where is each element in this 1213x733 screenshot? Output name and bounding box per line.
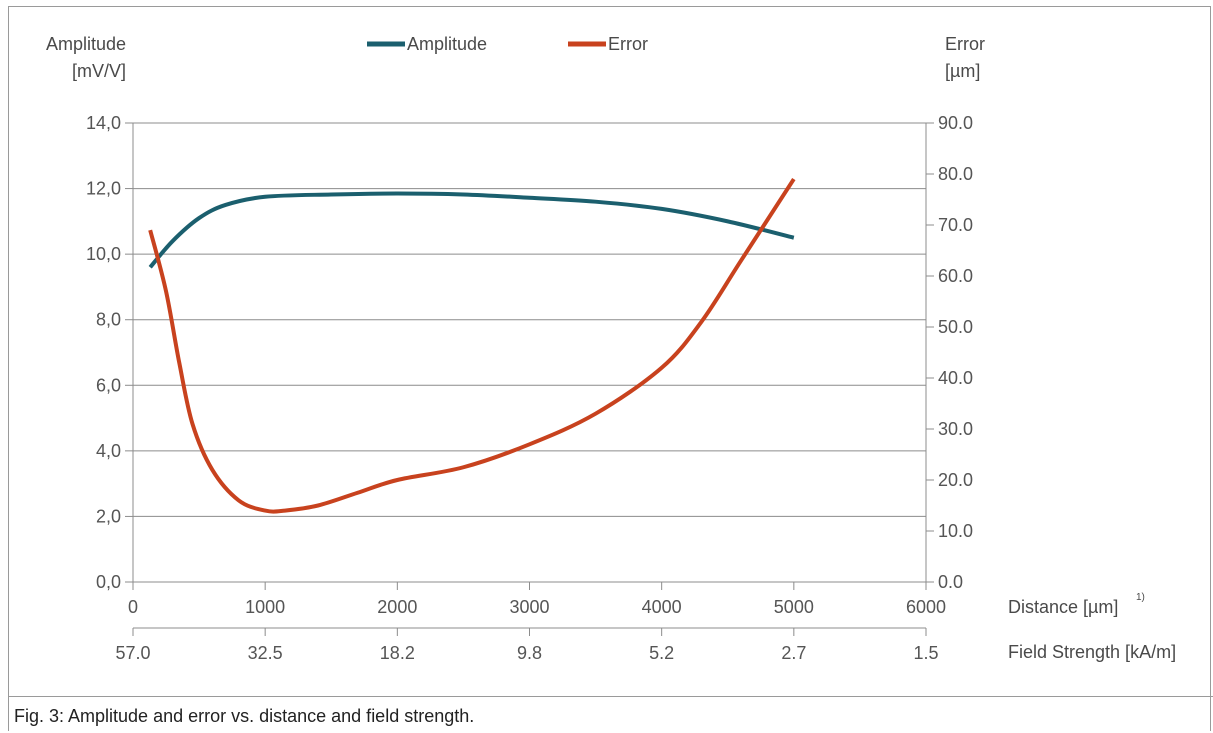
series-line-amplitude bbox=[148, 191, 795, 269]
left-tick-label: 10,0 bbox=[86, 244, 121, 264]
x2-tick-label: 18.2 bbox=[380, 643, 415, 663]
legend-label-amplitude: Amplitude bbox=[407, 34, 487, 54]
left-tick-label: 14,0 bbox=[86, 113, 121, 133]
right-tick-label: 80.0 bbox=[938, 164, 973, 184]
x-tick-label: 6000 bbox=[906, 597, 946, 617]
figure-frame bbox=[8, 6, 1211, 731]
x-axis-title: Distance [µm] bbox=[1008, 597, 1118, 617]
x2-tick-label: 2.7 bbox=[781, 643, 806, 663]
x-tick-label: 0 bbox=[128, 597, 138, 617]
right-tick-label: 70.0 bbox=[938, 215, 973, 235]
x-tick-label: 5000 bbox=[774, 597, 814, 617]
left-tick-label: 6,0 bbox=[96, 375, 121, 395]
x2-tick-label: 32.5 bbox=[248, 643, 283, 663]
x-tick-label: 4000 bbox=[642, 597, 682, 617]
x-tick-label: 2000 bbox=[377, 597, 417, 617]
right-tick-label: 30.0 bbox=[938, 419, 973, 439]
right-tick-label: 0.0 bbox=[938, 572, 963, 592]
left-tick-label: 12,0 bbox=[86, 179, 121, 199]
x2-axis-title: Field Strength [kA/m] bbox=[1008, 642, 1176, 662]
axes bbox=[125, 122, 934, 636]
x2-tick-label: 9.8 bbox=[517, 643, 542, 663]
legend-label-error: Error bbox=[608, 34, 648, 54]
right-tick-label: 90.0 bbox=[938, 113, 973, 133]
x2-tick-label: 57.0 bbox=[115, 643, 150, 663]
right-axis-title: Error bbox=[945, 34, 985, 54]
left-tick-label: 2,0 bbox=[96, 506, 121, 526]
left-tick-label: 0,0 bbox=[96, 572, 121, 592]
right-tick-label: 40.0 bbox=[938, 368, 973, 388]
x-tick-label: 3000 bbox=[509, 597, 549, 617]
left-tick-label: 4,0 bbox=[96, 441, 121, 461]
series-line-error bbox=[148, 178, 796, 514]
right-tick-label: 10.0 bbox=[938, 521, 973, 541]
right-axis-unit: [µm] bbox=[945, 61, 980, 81]
grid bbox=[133, 122, 926, 583]
chart: 0,0 2,0 4,0 6,0 8,0 10,0 12,0 14,0 0.0 10.0 20.0 30… bbox=[46, 34, 1176, 663]
x-axis-footnote: 1) bbox=[1136, 592, 1145, 603]
right-tick-label: 60.0 bbox=[938, 266, 973, 286]
left-axis-title: Amplitude bbox=[46, 34, 126, 54]
left-tick-label: 8,0 bbox=[96, 310, 121, 330]
x2-tick-label: 1.5 bbox=[913, 643, 938, 663]
right-tick-label: 20.0 bbox=[938, 470, 973, 490]
legend: Amplitude Error bbox=[367, 34, 648, 54]
figure-caption: Fig. 3: Amplitude and error vs. distance… bbox=[14, 706, 475, 726]
x-tick-label: 1000 bbox=[245, 597, 285, 617]
left-axis-unit: [mV/V] bbox=[72, 61, 126, 81]
x2-tick-label: 5.2 bbox=[649, 643, 674, 663]
caption-divider bbox=[8, 696, 1213, 697]
series-layer bbox=[148, 178, 796, 514]
right-tick-label: 50.0 bbox=[938, 317, 973, 337]
axis-labels: 0,0 2,0 4,0 6,0 8,0 10,0 12,0 14,0 0.0 10.0 20.0 30… bbox=[46, 34, 1176, 663]
